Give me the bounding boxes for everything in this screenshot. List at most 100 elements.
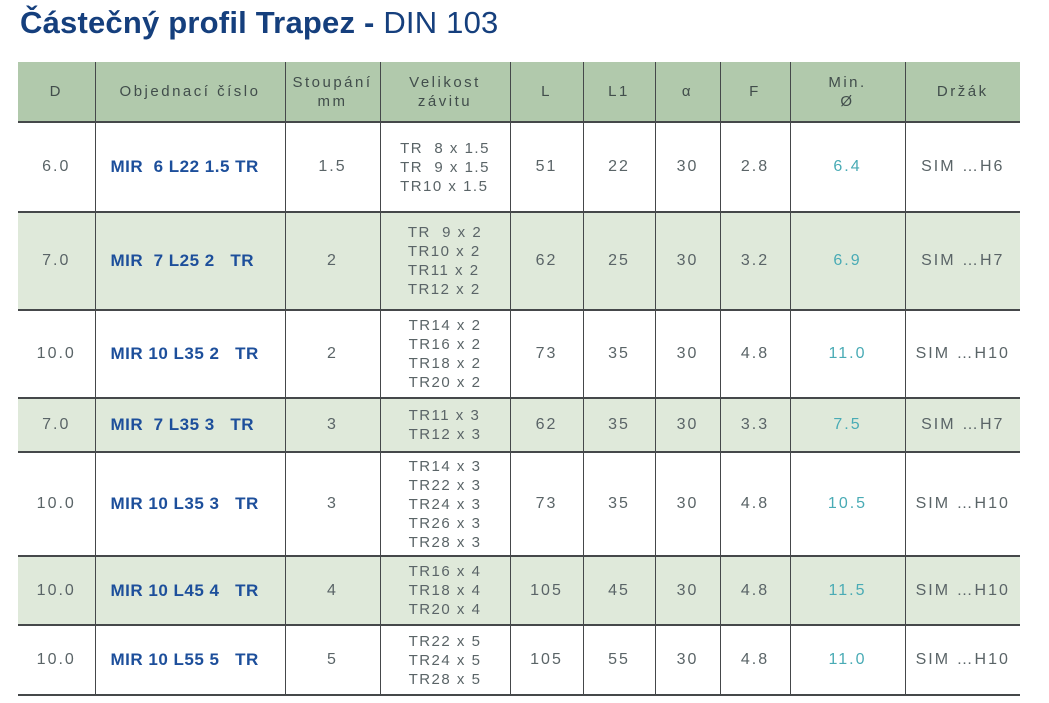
cell-f: 4.8 (719, 452, 790, 556)
cell-pitch: 1.5 (284, 122, 380, 212)
cell-min-diameter: 11.5 (789, 556, 905, 625)
col-header-order-number: Objednací číslo (94, 62, 285, 122)
cell-thread-sizes: TR 9 x 2 TR10 x 2 TR11 x 2 TR12 x 2 (379, 212, 510, 310)
cell-order-number: MIR 7 L25 2 TR (94, 212, 285, 310)
thread-size-list: TR 9 x 2 TR10 x 2 TR11 x 2 TR12 x 2 (407, 224, 483, 298)
cell-l: 105 (509, 556, 583, 625)
cell-pitch: 3 (284, 398, 380, 452)
cell-min-diameter: 11.0 (789, 625, 905, 695)
table-row: 10.0 MIR 10 L55 5 TR 5 TR22 x 5 TR24 x 5… (18, 625, 1020, 695)
cell-thread-sizes: TR22 x 5 TR24 x 5 TR28 x 5 (379, 625, 510, 695)
cell-pitch: 3 (284, 452, 380, 556)
page-title-main: Částečný profil Trapez - (20, 5, 384, 40)
col-header-thread-size: Velikost závitu (379, 62, 510, 122)
table-row: 10.0 MIR 10 L35 3 TR 3 TR14 x 3 TR22 x 3… (18, 452, 1020, 556)
cell-min-diameter: 6.9 (789, 212, 905, 310)
cell-diameter: 10.0 (36, 345, 76, 362)
table-header: D Objednací číslo Stoupání mm Velikost z… (18, 62, 1020, 122)
cell-pitch: 4 (284, 556, 380, 625)
thread-size-list: TR22 x 5 TR24 x 5 TR28 x 5 (408, 632, 482, 688)
cell-diameter: 10.0 (36, 581, 76, 599)
cell-diameter: 7.0 (42, 252, 71, 269)
cell-alpha: 30 (654, 310, 720, 398)
cell-order-number: MIR 10 L55 5 TR (94, 625, 285, 695)
cell-l: 62 (509, 398, 583, 452)
cell-diameter: 6.0 (42, 158, 71, 175)
cell-f: 2.8 (719, 122, 790, 212)
header-row: D Objednací číslo Stoupání mm Velikost z… (18, 62, 1020, 122)
page-title: Částečný profil Trapez - DIN 103 (20, 2, 498, 44)
cell-l1: 35 (582, 398, 655, 452)
cell-alpha: 30 (654, 556, 720, 625)
cell-f: 3.2 (719, 212, 790, 310)
cell-alpha: 30 (654, 452, 720, 556)
thread-size-list: TR16 x 4 TR18 x 4 TR20 x 4 (408, 563, 482, 618)
table-row: 7.0 MIR 7 L25 2 TR 2 TR 9 x 2 TR10 x 2 T… (18, 212, 1020, 310)
cell-l: 62 (509, 212, 583, 310)
cell-alpha: 30 (654, 122, 720, 212)
cell-min-diameter: 10.5 (789, 452, 905, 556)
cell-l1: 45 (582, 556, 655, 625)
thread-size-list: TR14 x 2 TR16 x 2 TR18 x 2 TR20 x 2 (408, 317, 482, 391)
cell-thread-sizes: TR16 x 4 TR18 x 4 TR20 x 4 (379, 556, 510, 625)
cell-holder: SIM …H10 (904, 625, 1020, 695)
cell-f: 3.3 (719, 398, 790, 452)
table-row: 10.0 MIR 10 L45 4 TR 4 TR16 x 4 TR18 x 4… (18, 556, 1020, 625)
cell-pitch: 2 (284, 310, 380, 398)
col-header-diameter: D (18, 62, 95, 122)
col-header-l: L (509, 62, 583, 122)
cell-alpha: 30 (654, 212, 720, 310)
cell-order-number: MIR 10 L35 2 TR (94, 310, 285, 398)
cell-l1: 22 (582, 122, 655, 212)
table-row: 7.0 MIR 7 L35 3 TR 3 TR11 x 3 TR12 x 3 6… (18, 398, 1020, 452)
col-header-min-diameter: Min. Ø (789, 62, 905, 122)
cell-holder: SIM …H6 (904, 122, 1020, 212)
cell-l1: 25 (582, 212, 655, 310)
product-table: D Objednací číslo Stoupání mm Velikost z… (18, 62, 1020, 696)
cell-thread-sizes: TR14 x 3 TR22 x 3 TR24 x 3 TR26 x 3 TR28… (379, 452, 510, 556)
cell-l: 105 (509, 625, 583, 695)
cell-alpha: 30 (654, 625, 720, 695)
cell-min-diameter: 6.4 (789, 122, 905, 212)
cell-order-number: MIR 7 L35 3 TR (94, 398, 285, 452)
cell-pitch: 2 (284, 212, 380, 310)
table-row: 6.0 MIR 6 L22 1.5 TR 1.5 TR 8 x 1.5 TR 9… (18, 122, 1020, 212)
thread-size-list: TR14 x 3 TR22 x 3 TR24 x 3 TR26 x 3 TR28… (408, 457, 482, 551)
cell-f: 4.8 (719, 310, 790, 398)
col-header-holder: Držák (904, 62, 1020, 122)
cell-pitch: 5 (284, 625, 380, 695)
thread-size-list: TR 8 x 1.5 TR 9 x 1.5 TR10 x 1.5 (400, 139, 490, 195)
cell-thread-sizes: TR14 x 2 TR16 x 2 TR18 x 2 TR20 x 2 (379, 310, 510, 398)
cell-holder: SIM …H10 (904, 556, 1020, 625)
cell-l: 73 (509, 452, 583, 556)
page-title-suffix: DIN 103 (383, 5, 499, 40)
cell-holder: SIM …H10 (904, 452, 1020, 556)
cell-order-number: MIR 10 L45 4 TR (94, 556, 285, 625)
cell-l: 73 (509, 310, 583, 398)
cell-holder: SIM …H7 (904, 212, 1020, 310)
cell-f: 4.8 (719, 625, 790, 695)
cell-min-diameter: 11.0 (789, 310, 905, 398)
table-body: 6.0 MIR 6 L22 1.5 TR 1.5 TR 8 x 1.5 TR 9… (18, 122, 1020, 695)
cell-holder: SIM …H7 (904, 398, 1020, 452)
cell-diameter: 7.0 (42, 416, 71, 433)
cell-thread-sizes: TR 8 x 1.5 TR 9 x 1.5 TR10 x 1.5 (379, 122, 510, 212)
cell-diameter: 10.0 (36, 495, 76, 512)
cell-diameter: 10.0 (36, 651, 76, 668)
thread-size-list: TR11 x 3 TR12 x 3 (408, 407, 482, 443)
cell-l1: 55 (582, 625, 655, 695)
col-header-f: F (719, 62, 790, 122)
col-header-pitch: Stoupání mm (284, 62, 380, 122)
cell-order-number: MIR 6 L22 1.5 TR (94, 122, 285, 212)
cell-min-diameter: 7.5 (789, 398, 905, 452)
col-header-l1: L1 (582, 62, 655, 122)
cell-alpha: 30 (654, 398, 720, 452)
cell-l1: 35 (582, 452, 655, 556)
col-header-alpha: α (654, 62, 720, 122)
cell-f: 4.8 (719, 556, 790, 625)
cell-l: 51 (509, 122, 583, 212)
cell-l1: 35 (582, 310, 655, 398)
cell-order-number: MIR 10 L35 3 TR (94, 452, 285, 556)
cell-holder: SIM …H10 (904, 310, 1020, 398)
